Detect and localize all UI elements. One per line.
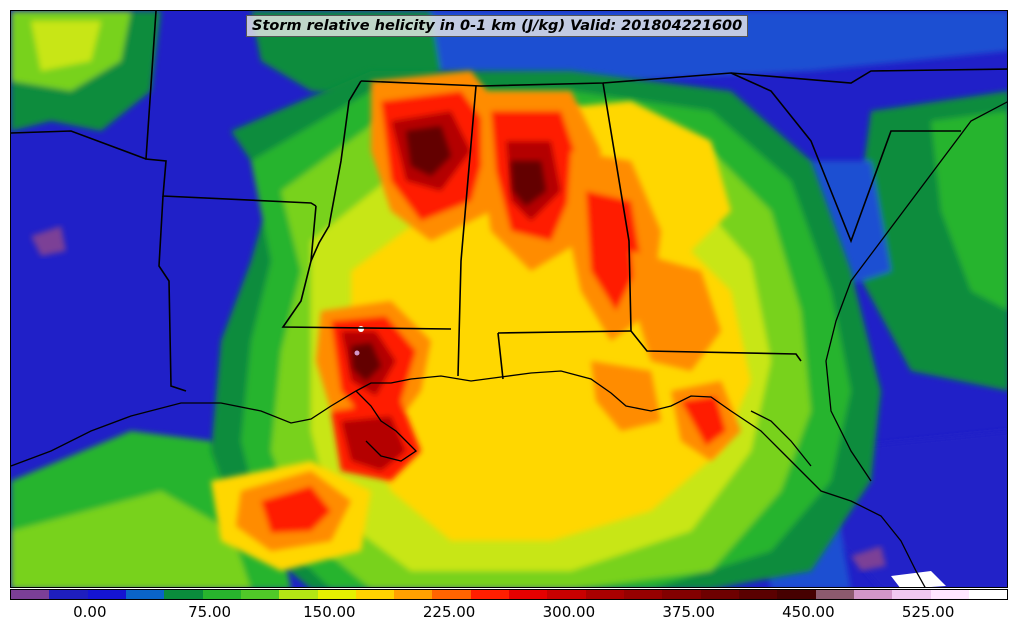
colorbar-ticks: 0.00 75.00 150.00 225.00 300.00 375.00 450.00 5…: [10, 600, 1008, 630]
colorbar-tick-label: 300.00: [542, 603, 596, 621]
colorbar-tick-label: 0.00: [73, 603, 107, 621]
colorbar-segment: [355, 590, 395, 599]
colorbar-segment: [49, 590, 88, 599]
colorbar-segment: [317, 590, 356, 599]
colorbar-segment: [815, 590, 854, 599]
colorbar-segment: [240, 590, 280, 599]
colorbar-segment: [853, 590, 893, 599]
colorbar-tick-label: 225.00: [422, 603, 476, 621]
colorbar-tick-label: 375.00: [662, 603, 715, 621]
colorbar-segment: [777, 590, 816, 599]
colorbar-segment: [125, 590, 165, 599]
colorbar-segment: [432, 590, 471, 599]
colorbar-segment: [585, 590, 624, 599]
colorbar-segment: [738, 590, 778, 599]
colorbar-segment: [202, 590, 241, 599]
coastline: [11, 101, 1007, 587]
colorbar-segment: [470, 590, 510, 599]
state-boundaries: [11, 11, 1007, 392]
colorbar-segment: [700, 590, 739, 599]
helicity-map: [11, 11, 1007, 587]
colorbar-tick-label: 525.00: [901, 603, 955, 621]
colorbar-segment: [930, 590, 969, 599]
colorbar-segment: [394, 590, 433, 599]
map-panel: [10, 10, 1008, 588]
colorbar-segment: [279, 590, 318, 599]
colorbar-segment: [547, 590, 586, 599]
map-title: Storm relative helicity in 0-1 km (J/kg)…: [246, 15, 749, 37]
colorbar-segment: [662, 590, 701, 599]
colorbar-segment: [87, 590, 126, 599]
colorbar-tick-label: 150.00: [303, 603, 356, 621]
colorbar-tick-label: 450.00: [782, 603, 835, 621]
field-extreme-values: [31, 126, 946, 587]
colorbar: [10, 589, 1008, 600]
colorbar-segment: [509, 590, 548, 599]
colorbar-segment: [624, 590, 663, 599]
colorbar-tick-label: 75.00: [188, 603, 232, 621]
colorbar-segment: [892, 590, 931, 599]
colorbar-segment: [11, 590, 50, 599]
colorbar-segment: [968, 590, 1008, 599]
colorbar-segment: [164, 590, 203, 599]
